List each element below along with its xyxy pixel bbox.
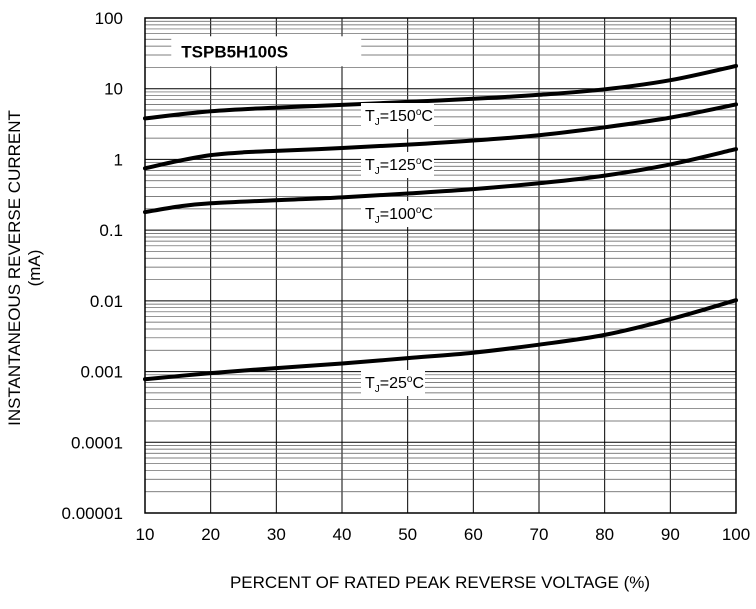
curve-label: TJ=125oC	[365, 156, 433, 177]
x-tick-label: 60	[464, 525, 483, 544]
y-tick-label: 1	[114, 150, 123, 169]
x-axis-label: PERCENT OF RATED PEAK REVERSE VOLTAGE (%…	[230, 573, 650, 592]
curve-label: TJ=25oC	[365, 374, 424, 395]
y-tick-label: 0.001	[80, 363, 123, 382]
curve-label-box	[361, 103, 434, 129]
y-tick-label: 0.1	[99, 221, 123, 240]
plot-frame	[144, 17, 737, 514]
tick-layer: 10 20 30 40 50 60 70 80 90 100 0.00001 0.0001 0.001 0…	[62, 9, 751, 544]
curve-label: TJ=100oC	[365, 205, 433, 226]
curve-layer	[143, 63, 738, 382]
y-tick-label: 10	[104, 80, 123, 99]
series-curve-2	[143, 147, 738, 215]
y-tick-label: 0.00001	[62, 504, 123, 523]
y-axis-unit-label: (mA)	[25, 250, 44, 287]
series-curve-3	[143, 298, 738, 382]
x-tick-label: 100	[722, 525, 750, 544]
x-tick-label: 50	[398, 525, 417, 544]
series-curve-1	[143, 102, 738, 171]
curve-label-box	[361, 370, 425, 396]
x-tick-label: 10	[136, 525, 155, 544]
grid-layer	[145, 18, 736, 513]
y-tick-label: 100	[95, 9, 123, 28]
chart-title-box	[171, 36, 362, 67]
y-tick-label: 0.01	[90, 292, 123, 311]
curve-label: TJ=150oC	[365, 107, 433, 128]
curve-label-box	[361, 152, 434, 178]
annotation-layer: TSPB5H100S TJ=150oC TJ=125oC TJ=100oC TJ=25o…	[171, 36, 434, 396]
x-tick-label: 90	[661, 525, 680, 544]
x-tick-label: 30	[267, 525, 286, 544]
chart-title: TSPB5H100S	[181, 42, 288, 61]
curve-label-box	[361, 201, 434, 227]
y-axis-label: INSTANTANEOUS REVERSE CURRENT	[5, 110, 24, 426]
x-tick-label: 40	[333, 525, 352, 544]
y-tick-label: 0.0001	[71, 433, 123, 452]
series-curve-0	[143, 63, 738, 121]
x-tick-label: 80	[595, 525, 614, 544]
x-tick-label: 20	[201, 525, 220, 544]
x-tick-label: 70	[530, 525, 549, 544]
